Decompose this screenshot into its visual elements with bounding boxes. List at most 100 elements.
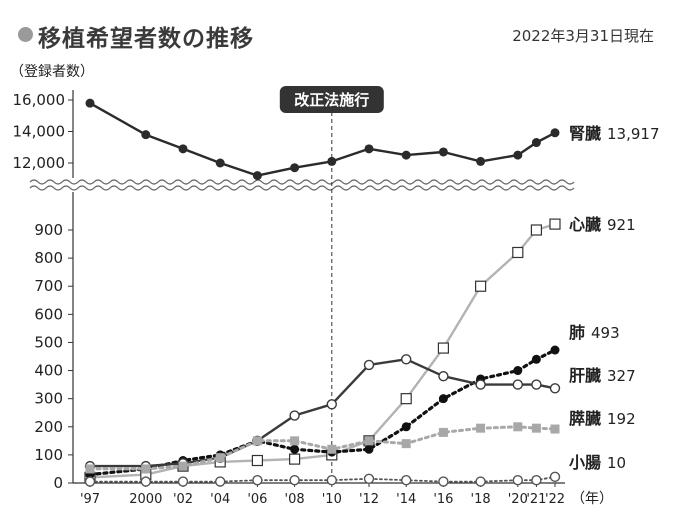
data-point-small_intestine (289, 474, 300, 486)
series-line-heart (88, 222, 557, 479)
axis-break-gap (0, 179, 682, 191)
data-point-small_intestine (549, 471, 561, 483)
data-point-pancreas (476, 423, 486, 433)
x-tick-label: '16 (433, 492, 453, 507)
y-tick-label-lower: 400 (34, 362, 63, 380)
y-tick-label-lower: 200 (34, 418, 63, 436)
series-name-pancreas: 膵臓 (569, 409, 601, 428)
law-annotation: 改正法施行 (279, 86, 384, 483)
x-tick-label: '22 (545, 492, 565, 507)
data-point-small_intestine (84, 476, 96, 487)
data-point-kidney (438, 147, 448, 157)
data-point-pancreas (215, 453, 225, 463)
series-value-lung: 493 (591, 324, 620, 342)
series-label-heart: 心臓 921 (569, 215, 636, 234)
data-point-heart (512, 246, 524, 259)
data-point-kidney (85, 98, 95, 108)
data-point-pancreas (438, 427, 448, 437)
data-point-pancreas (364, 436, 374, 446)
data-point-kidney (513, 150, 523, 160)
series-name-lung: 肺 (569, 323, 585, 342)
data-point-kidney (215, 158, 225, 168)
data-point-pancreas (513, 422, 523, 432)
y-axis-label: （登録者数） (10, 64, 94, 80)
data-point-pancreas (327, 444, 337, 454)
data-point-small_intestine (401, 474, 412, 486)
axes: 12,000 14,000 16,000 0 100 200 300 400 500 600 700… (13, 90, 613, 507)
y-tick-label-upper: 14,000 (13, 123, 66, 141)
data-point-small_intestine (252, 474, 263, 486)
x-tick-label: '18 (471, 492, 491, 507)
series-name-small_intestine: 小腸 (569, 453, 601, 472)
data-point-lung (401, 422, 411, 432)
series-value-small_intestine: 10 (607, 454, 626, 472)
axis-break-wave (29, 185, 575, 191)
x-tick-label: '20 (508, 492, 528, 507)
x-tick-label: '06 (247, 492, 267, 507)
data-point-small_intestine (363, 473, 375, 484)
data-point-pancreas (252, 436, 262, 446)
data-point-pancreas (141, 464, 151, 474)
x-tick-label: '10 (322, 492, 342, 507)
y-tick-label-lower: 600 (34, 305, 63, 323)
series-line-kidney (88, 101, 557, 177)
series-labels: 腎臓 13,917 心臓 921 肺 493 肝臓 327 膵臓 192 小腸 10 (569, 124, 660, 472)
y-tick-label-lower: 300 (34, 390, 63, 408)
data-point-kidney (178, 144, 188, 154)
data-point-lung (531, 354, 541, 364)
series-value-kidney: 13,917 (607, 125, 660, 143)
data-point-small_intestine (214, 476, 226, 487)
data-point-pancreas (178, 461, 188, 471)
series-label-lung: 肺 493 (569, 323, 620, 342)
series-value-heart: 921 (607, 216, 636, 234)
data-point-pancreas (401, 439, 411, 449)
x-tick-label: '04 (210, 492, 230, 507)
data-point-liver (326, 399, 337, 410)
data-point-small_intestine (512, 474, 523, 486)
y-tick-label-lower: 700 (34, 277, 63, 295)
data-point-small_intestine (326, 474, 337, 486)
series-layer (84, 98, 561, 487)
data-point-liver (289, 410, 300, 421)
data-point-heart (289, 453, 301, 465)
y-tick-label-lower: 0 (53, 474, 63, 492)
data-point-liver (363, 359, 375, 371)
data-point-liver (531, 379, 542, 390)
data-point-lung (438, 394, 448, 404)
series-line-pancreas (88, 425, 557, 471)
series-name-liver: 肝臓 (569, 366, 601, 385)
y-tick-label-lower: 500 (34, 333, 63, 351)
data-point-kidney (327, 156, 337, 166)
data-point-pancreas (531, 423, 541, 433)
x-tick-label: '14 (396, 492, 416, 507)
data-point-heart (475, 280, 487, 292)
x-tick-label: '21 (526, 492, 546, 507)
data-point-kidney (252, 171, 262, 181)
data-point-heart (549, 218, 561, 230)
data-point-pancreas (550, 424, 560, 434)
series-name-heart: 心臓 (569, 215, 601, 234)
y-tick-label-lower: 900 (34, 221, 63, 239)
data-point-liver (549, 383, 561, 394)
data-point-lung (290, 444, 300, 454)
data-point-kidney (550, 128, 560, 138)
chart-title: 移植希望者数の推移 (38, 26, 254, 52)
data-point-pancreas (85, 464, 95, 474)
y-tick-label-lower: 800 (34, 249, 63, 267)
date-note: 2022年3月31日現在 (512, 27, 654, 45)
series-line-liver (88, 358, 557, 468)
data-point-lung (364, 444, 374, 454)
data-point-liver (401, 354, 412, 365)
data-point-small_intestine (177, 476, 189, 487)
series-label-liver: 肝臓 327 (569, 366, 636, 385)
data-point-kidney (290, 163, 300, 173)
data-point-heart (437, 342, 449, 354)
x-tick-label: '08 (285, 492, 305, 507)
law-annotation-label: 改正法施行 (294, 91, 369, 109)
data-point-liver (438, 370, 449, 382)
series-label-pancreas: 膵臓 192 (569, 409, 636, 428)
series-value-liver: 327 (607, 367, 636, 385)
data-point-pancreas (290, 436, 300, 446)
x-tick-label: '02 (173, 492, 193, 507)
